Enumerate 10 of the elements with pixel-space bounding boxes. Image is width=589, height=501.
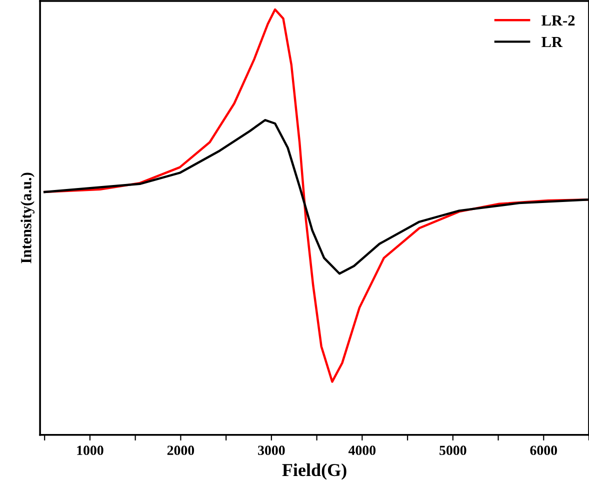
x-tick-label: 5000	[440, 446, 466, 456]
legend-label: LR	[542, 37, 563, 48]
y-axis-title: Intensity(a.u.)	[20, 172, 34, 264]
x-tick-label: 3000	[258, 446, 285, 456]
x-tick-label: 1000	[77, 446, 104, 456]
x-tick-label: 4000	[348, 446, 376, 456]
legend-label: LR-2	[542, 15, 575, 26]
x-axis-title: Field(G)	[282, 463, 346, 480]
x-tick-label: 2000	[167, 446, 194, 456]
x-tick-label: 6000	[530, 446, 557, 456]
